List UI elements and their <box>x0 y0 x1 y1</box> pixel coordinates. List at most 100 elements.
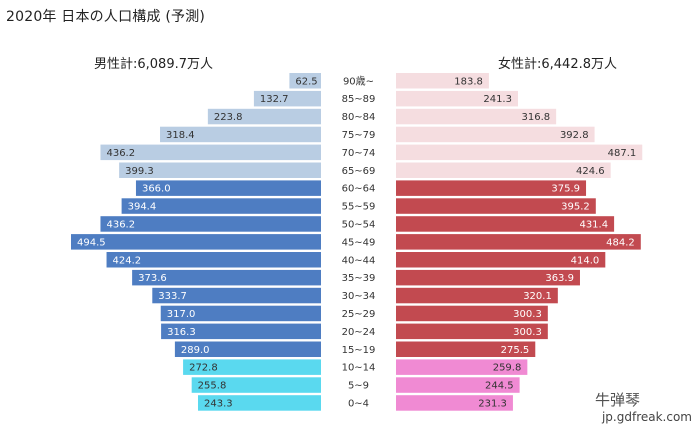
age-group-label-8: 50~54 <box>342 219 376 230</box>
age-group-label-15: 15~19 <box>342 345 376 356</box>
age-group-label-12: 30~34 <box>342 291 376 302</box>
watermark-text: jp.gdfreak.com <box>601 410 692 424</box>
male-bar-12 <box>152 287 321 304</box>
male-bar-16 <box>183 359 321 375</box>
male-bar-6 <box>135 180 321 196</box>
male-value-label-16: 272.8 <box>189 363 218 374</box>
male-bar-5 <box>119 162 321 178</box>
age-group-label-18: 0~4 <box>348 398 369 409</box>
male-value-label-3: 318.4 <box>166 130 195 141</box>
age-group-label-10: 40~44 <box>342 255 376 266</box>
age-group-label-14: 20~24 <box>342 327 376 338</box>
male-bar-4 <box>100 144 321 161</box>
age-group-label-1: 85~89 <box>342 94 376 105</box>
male-value-label-11: 373.6 <box>138 273 167 284</box>
female-value-label-1: 241.3 <box>483 94 512 105</box>
male-value-label-14: 316.3 <box>167 327 196 338</box>
female-value-label-14: 300.3 <box>513 327 542 338</box>
male-value-label-5: 399.3 <box>125 166 154 177</box>
female-bar-6 <box>396 180 587 196</box>
age-group-label-3: 75~79 <box>342 130 376 141</box>
age-group-label-13: 25~29 <box>342 309 376 320</box>
female-bar-1 <box>396 90 518 107</box>
female-bar-7 <box>396 198 596 214</box>
age-group-label-16: 10~14 <box>342 363 376 374</box>
female-value-label-16: 259.8 <box>493 363 522 374</box>
male-value-label-10: 424.2 <box>113 255 142 266</box>
female-bar-11 <box>396 269 580 286</box>
male-value-label-17: 255.8 <box>198 381 227 392</box>
female-bar-12 <box>396 287 558 304</box>
female-value-label-2: 316.8 <box>522 112 551 123</box>
female-bar-4 <box>396 144 643 161</box>
male-value-label-4: 436.2 <box>106 148 135 159</box>
female-total-label: 女性計:6,442.8万人 <box>498 57 617 72</box>
male-bar-14 <box>161 323 321 340</box>
female-bar-18 <box>396 395 513 411</box>
female-bar-5 <box>396 162 611 178</box>
female-value-label-6: 375.9 <box>551 184 580 195</box>
female-bar-9 <box>396 234 641 250</box>
chart-title: 2020年 日本の人口構成 (予測) <box>6 9 206 25</box>
male-bar-3 <box>160 126 321 143</box>
age-group-label-4: 70~74 <box>342 148 376 159</box>
age-group-label-5: 65~69 <box>342 166 376 177</box>
male-bar-8 <box>100 216 321 232</box>
male-bar-13 <box>160 305 321 322</box>
female-value-label-8: 431.4 <box>579 219 608 230</box>
female-value-label-13: 300.3 <box>513 309 542 320</box>
female-bar-15 <box>396 341 536 357</box>
male-bar-9 <box>71 234 321 250</box>
female-value-label-7: 395.2 <box>561 202 590 213</box>
female-value-label-3: 392.8 <box>560 130 589 141</box>
male-value-label-2: 223.8 <box>214 112 243 123</box>
age-group-label-2: 80~84 <box>342 112 376 123</box>
male-value-label-0: 62.5 <box>295 76 317 87</box>
male-bar-7 <box>121 198 321 214</box>
male-value-label-12: 333.7 <box>158 291 187 302</box>
age-group-label-0: 90歳~ <box>343 75 374 87</box>
female-bar-2 <box>396 108 557 125</box>
male-value-label-6: 366.0 <box>142 184 171 195</box>
female-bar-3 <box>396 126 595 143</box>
male-value-label-13: 317.0 <box>167 309 196 320</box>
female-value-label-18: 231.3 <box>478 398 507 409</box>
male-total-label: 男性計:6,089.7万人 <box>94 57 213 72</box>
female-value-label-11: 363.9 <box>545 273 574 284</box>
male-bar-10 <box>106 252 321 268</box>
female-value-label-17: 244.5 <box>485 381 514 392</box>
male-bar-1 <box>253 90 321 107</box>
female-value-label-0: 183.8 <box>454 76 483 87</box>
female-value-label-5: 424.6 <box>576 166 605 177</box>
age-group-label-11: 35~39 <box>342 273 376 284</box>
male-bar-0 <box>289 73 321 89</box>
male-bar-15 <box>174 341 321 357</box>
male-value-label-18: 243.3 <box>204 398 233 409</box>
male-value-label-1: 132.7 <box>260 94 289 105</box>
male-value-label-7: 394.4 <box>128 202 157 213</box>
male-bar-2 <box>207 108 321 125</box>
female-bar-13 <box>396 305 548 322</box>
female-value-label-9: 484.2 <box>606 237 635 248</box>
female-value-label-10: 414.0 <box>571 255 600 266</box>
age-group-label-17: 5~9 <box>348 381 369 392</box>
male-value-label-15: 289.0 <box>181 345 210 356</box>
age-group-label-6: 60~64 <box>342 184 376 195</box>
female-bar-14 <box>396 323 548 340</box>
female-value-label-4: 487.1 <box>608 148 637 159</box>
age-group-label-9: 45~49 <box>342 237 376 248</box>
female-bar-8 <box>396 216 615 232</box>
female-value-label-15: 275.5 <box>501 345 530 356</box>
female-bar-16 <box>396 359 528 375</box>
age-group-label-7: 55~59 <box>342 202 376 213</box>
female-value-label-12: 320.1 <box>523 291 552 302</box>
male-bar-18 <box>197 395 321 411</box>
female-bar-10 <box>396 252 606 268</box>
male-value-label-8: 436.2 <box>106 219 135 230</box>
watermark-mark: 牛弹琴 <box>594 391 640 409</box>
female-bar-0 <box>396 73 489 89</box>
male-bar-11 <box>132 269 321 286</box>
female-bar-17 <box>396 377 520 393</box>
male-value-label-9: 494.5 <box>77 237 106 248</box>
